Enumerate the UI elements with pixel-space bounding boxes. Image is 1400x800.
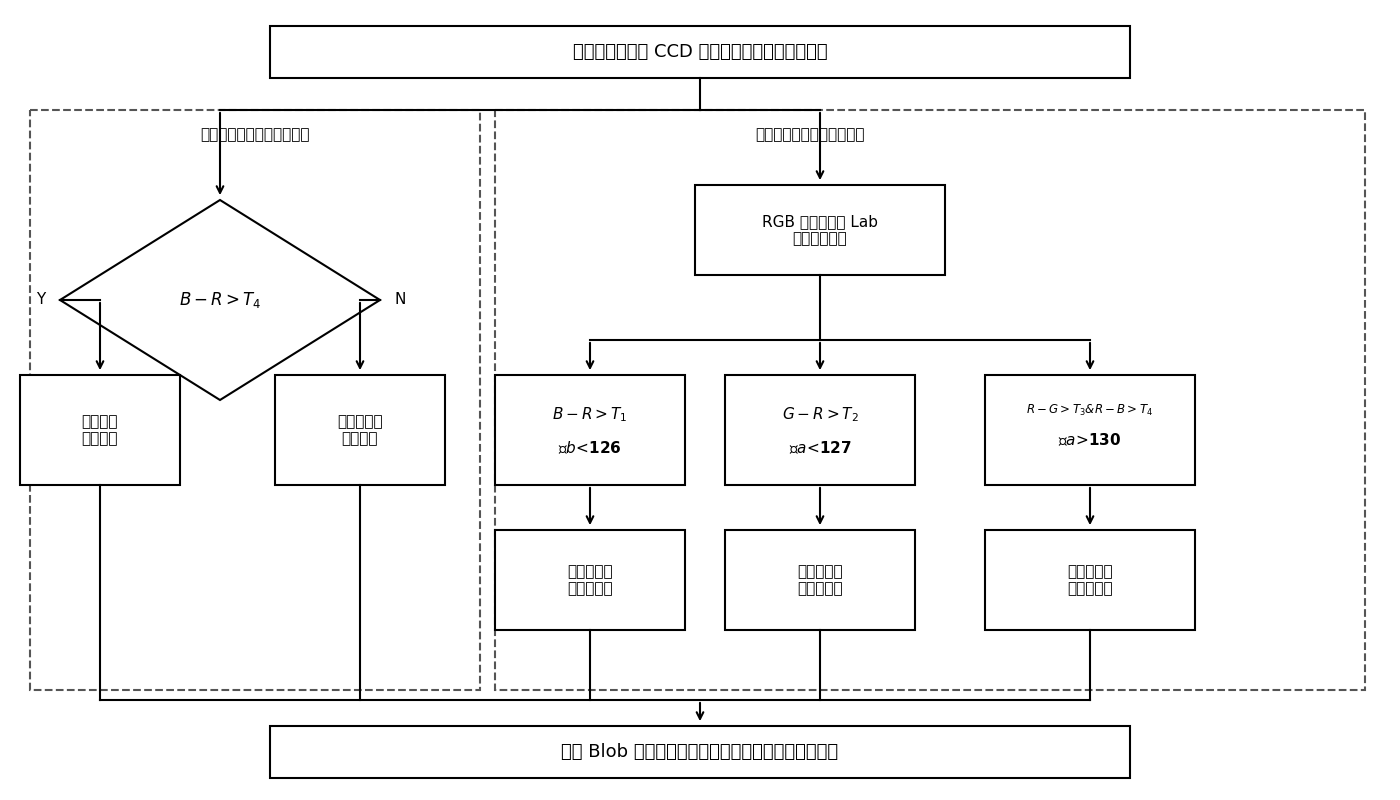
Bar	[274, 375, 445, 485]
Bar	[986, 530, 1196, 630]
Text: 标记为红色
异性纤维点: 标记为红色 异性纤维点	[567, 564, 613, 596]
Bar	[20, 375, 181, 485]
Text: 且$a$<$\mathbf{127}$: 且$a$<$\mathbf{127}$	[788, 440, 851, 456]
Text: 且$a$>$\mathbf{130}$: 且$a$>$\mathbf{130}$	[1058, 432, 1121, 448]
Text: Y: Y	[36, 293, 45, 307]
Text: N: N	[395, 293, 406, 307]
Polygon shape	[60, 200, 379, 400]
Text: 采用 Blob 分析方法标记异性纤维区域并进行分区定位: 采用 Blob 分析方法标记异性纤维区域并进行分区定位	[561, 743, 839, 761]
Bar	[496, 530, 685, 630]
Text: RGB 颜色空间到 Lab
颜色空间转换: RGB 颜色空间到 Lab 颜色空间转换	[762, 214, 878, 246]
Bar	[270, 726, 1130, 778]
Bar	[270, 26, 1130, 78]
Text: $R-G>T_3$&$R-B>T_4$: $R-G>T_3$&$R-B>T_4$	[1026, 402, 1154, 418]
Bar	[29, 110, 480, 690]
Bar	[725, 530, 916, 630]
Text: 且$b$<$\mathbf{126}$: 且$b$<$\mathbf{126}$	[559, 440, 622, 456]
Text: 标记为异
性纤维点: 标记为异 性纤维点	[81, 414, 118, 446]
Text: 标记为绿色
异性纤维点: 标记为绿色 异性纤维点	[797, 564, 843, 596]
Text: 采用双光源及双 CCD 相机采集棉花异性纤维图像: 采用双光源及双 CCD 相机采集棉花异性纤维图像	[573, 43, 827, 61]
Text: 普通荧光光源下采集的图像: 普通荧光光源下采集的图像	[200, 127, 309, 142]
Bar	[725, 375, 916, 485]
Text: $B-R>T_1$: $B-R>T_1$	[552, 406, 627, 424]
Bar	[694, 185, 945, 275]
Bar	[986, 375, 1196, 485]
Text: 标记为蓝色
异性纤维点: 标记为蓝色 异性纤维点	[1067, 564, 1113, 596]
Bar	[496, 375, 685, 485]
Text: $B-R>T_4$: $B-R>T_4$	[179, 290, 262, 310]
Bar	[496, 110, 1365, 690]
Text: $G-R>T_2$: $G-R>T_2$	[781, 406, 858, 424]
Text: 紫外荧光光源下采集的图像: 紫外荧光光源下采集的图像	[755, 127, 865, 142]
Text: 标记为非异
性纤维点: 标记为非异 性纤维点	[337, 414, 382, 446]
